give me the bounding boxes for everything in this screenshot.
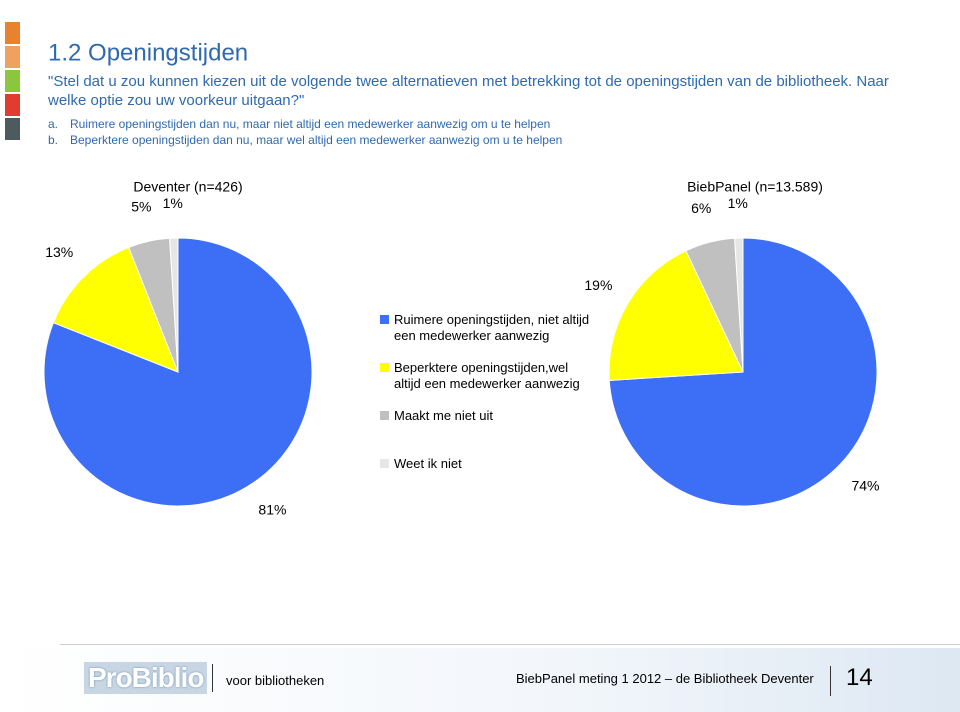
data-label: 81%: [258, 502, 286, 518]
data-label: 6%: [691, 200, 711, 216]
option-text: Ruimere openingstijden dan nu, maar niet…: [70, 117, 550, 131]
option-text: Beperktere openingstijden dan nu, maar w…: [70, 133, 562, 147]
legend-swatch: [380, 315, 389, 324]
legend-item: Weet ik niet: [380, 456, 595, 472]
legend-swatch: [380, 363, 389, 372]
legend-swatch: [380, 459, 389, 468]
tagline: voor bibliotheken: [226, 673, 325, 688]
page-number: 14: [846, 664, 873, 691]
legend-label: Ruimere openingstijden, niet altijd een …: [394, 312, 590, 343]
accent-block: [5, 118, 20, 140]
option-letter: a.: [48, 117, 58, 131]
pie-slice: [734, 237, 744, 373]
data-label: 1%: [163, 195, 183, 211]
slide-title: 1.2 Openingstijden: [48, 39, 248, 66]
question-box: "Stel dat u zou kunnen kiezen uit de vol…: [48, 73, 889, 109]
option-letter: b.: [48, 133, 58, 147]
chart-title: BiebPanel (n=13.589): [687, 179, 823, 195]
pie-slice: [52, 246, 179, 373]
legend-item: Beperktere openingstijden,wel altijd een…: [380, 360, 595, 392]
legend-label: Beperktere openingstijden,wel altijd een…: [394, 360, 580, 391]
data-label: 74%: [851, 478, 879, 494]
data-label: 5%: [131, 199, 151, 215]
legend-label: Weet ik niet: [394, 456, 462, 471]
legend-label: Maakt me niet uit: [394, 408, 493, 423]
logo: ProBiblio: [84, 662, 208, 694]
data-label: 19%: [584, 277, 612, 293]
page-divider: [830, 666, 831, 696]
legend-item: Maakt me niet uit: [380, 408, 595, 424]
data-label: 1%: [728, 195, 748, 211]
chart-title: Deventer (n=426): [133, 179, 242, 195]
accent-block: [5, 94, 20, 116]
question: "Stel dat u zou kunnen kiezen uit de vol…: [48, 73, 889, 109]
accent-block: [5, 22, 20, 44]
pie-slice: [608, 250, 744, 381]
footer-rule: [60, 644, 960, 645]
data-label: 13%: [45, 244, 73, 260]
accent-block: [5, 70, 20, 92]
legend-swatch: [380, 411, 389, 420]
accent-block: [5, 46, 20, 68]
legend-item: Ruimere openingstijden, niet altijd een …: [380, 312, 595, 344]
footer: ProBiblio voor bibliotheken BiebPanel me…: [0, 644, 960, 712]
pie-slice: [169, 237, 179, 373]
footer-caption: BiebPanel meting 1 2012 – de Bibliotheek…: [516, 671, 814, 686]
logo-divider: [212, 664, 213, 692]
